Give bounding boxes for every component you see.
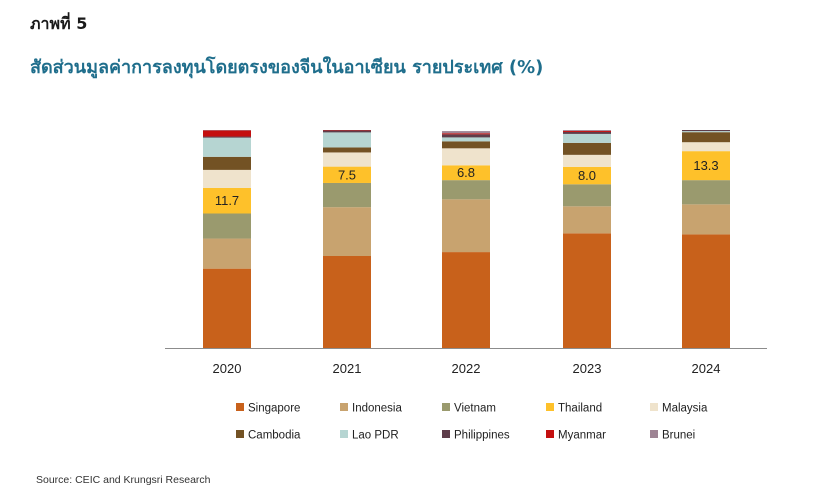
legend-label-thailand: Thailand: [558, 403, 602, 415]
bar-myanmar-2023: [563, 130, 611, 132]
bar-myanmar-2022: [442, 133, 490, 135]
data-label-thailand-2023: 8.0: [578, 168, 596, 183]
bar-myanmar-2020: [203, 130, 251, 137]
stacked-bar-chart: 2020 2021 2022 2023 2024 11.7 7.5 6.8 8.0 13.3 S…: [165, 130, 767, 442]
legend-item-brunei: Brunei: [650, 430, 695, 442]
legend-label-myanmar: Myanmar: [558, 430, 606, 442]
bar-thailand-2024: [682, 151, 730, 181]
legend-label-indonesia: Indonesia: [352, 403, 402, 415]
data-label-thailand-2020: 11.7: [215, 193, 239, 208]
x-tick-label-2020: 2020: [213, 361, 242, 376]
legend-item-cambodia: Cambodia: [236, 430, 301, 442]
bar-vietnam-2020: [203, 213, 251, 239]
bar-indonesia-2020: [203, 238, 251, 269]
legend-swatch-malaysia: [650, 403, 658, 411]
x-tick-label-2024: 2024: [692, 361, 721, 376]
legend-swatch-brunei: [650, 430, 658, 438]
bar-lao-pdr-2023: [563, 133, 611, 143]
legend-swatch-indonesia: [340, 403, 348, 411]
bars-layer: [203, 130, 730, 348]
legend-swatch-cambodia: [236, 430, 244, 438]
legend-item-thailand: Thailand: [546, 403, 602, 415]
bar-cambodia-2020: [203, 156, 251, 170]
bar-vietnam-2023: [563, 184, 611, 207]
bar-philippines-2023: [563, 131, 611, 134]
legend-label-lao-pdr: Lao PDR: [352, 430, 399, 442]
x-tick-labels: 2020 2021 2022 2023 2024: [213, 361, 721, 376]
bar-philippines-2022: [442, 134, 490, 138]
bar-vietnam-2024: [682, 180, 730, 205]
bar-indonesia-2024: [682, 204, 730, 235]
data-labels: 11.7 7.5 6.8 8.0 13.3: [215, 158, 719, 208]
legend-label-malaysia: Malaysia: [662, 403, 708, 415]
legend-item-philippines: Philippines: [442, 430, 510, 442]
bar-indonesia-2021: [323, 207, 371, 256]
legend-label-brunei: Brunei: [662, 430, 695, 442]
x-tick-label-2022: 2022: [452, 361, 481, 376]
bar-indonesia-2022: [442, 199, 490, 253]
bar-singapore-2021: [323, 256, 371, 348]
bar-singapore-2020: [203, 268, 251, 348]
legend-label-philippines: Philippines: [454, 430, 510, 442]
bar-lao-pdr-2020: [203, 137, 251, 157]
legend-swatch-thailand: [546, 403, 554, 411]
bar-thailand-2022: [442, 165, 490, 181]
bar-malaysia-2024: [682, 142, 730, 152]
legend-item-lao-pdr: Lao PDR: [340, 430, 399, 442]
figure-label: ภาพที่ 5: [30, 14, 88, 33]
legend-swatch-lao-pdr: [340, 430, 348, 438]
legend-swatch-singapore: [236, 403, 244, 411]
data-label-thailand-2022: 6.8: [457, 165, 475, 180]
bar-singapore-2022: [442, 252, 490, 348]
bar-lao-pdr-2021: [323, 132, 371, 148]
legend-item-singapore: Singapore: [236, 403, 300, 415]
bar-brunei-2023: [563, 130, 611, 131]
bar-thailand-2021: [323, 166, 371, 183]
chart-title: สัดส่วนมูลค่าการลงทุนโดยตรงของจีนในอาเซี…: [30, 57, 544, 78]
bar-singapore-2024: [682, 234, 730, 348]
legend-item-myanmar: Myanmar: [546, 430, 606, 442]
bar-malaysia-2021: [323, 152, 371, 167]
x-tick-label-2021: 2021: [333, 361, 362, 376]
bar-philippines-2020: [203, 136, 251, 138]
data-label-thailand-2024: 13.3: [693, 158, 718, 173]
data-label-thailand-2021: 7.5: [338, 167, 356, 182]
bar-thailand-2023: [563, 166, 611, 185]
bar-lao-pdr-2024: [682, 131, 730, 133]
bar-singapore-2023: [563, 233, 611, 348]
bar-thailand-2020: [203, 187, 251, 214]
bar-vietnam-2022: [442, 180, 490, 200]
legend-item-malaysia: Malaysia: [650, 403, 708, 415]
legend-swatch-myanmar: [546, 430, 554, 438]
bar-philippines-2024: [682, 130, 730, 132]
bar-malaysia-2023: [563, 154, 611, 167]
legend-label-cambodia: Cambodia: [248, 430, 301, 442]
bar-malaysia-2020: [203, 169, 251, 188]
bar-vietnam-2021: [323, 182, 371, 208]
legend: Singapore Indonesia Vietnam Thailand Malaysi…: [236, 403, 708, 442]
bar-indonesia-2023: [563, 206, 611, 234]
bar-philippines-2021: [323, 130, 371, 133]
legend-item-indonesia: Indonesia: [340, 403, 402, 415]
bar-brunei-2022: [442, 131, 490, 134]
legend-swatch-vietnam: [442, 403, 450, 411]
bar-malaysia-2022: [442, 148, 490, 166]
legend-swatch-philippines: [442, 430, 450, 438]
x-tick-label-2023: 2023: [573, 361, 602, 376]
legend-label-singapore: Singapore: [248, 403, 300, 415]
bar-lao-pdr-2022: [442, 137, 490, 142]
source-note: Source: CEIC and Krungsri Research: [36, 474, 211, 486]
bar-cambodia-2023: [563, 142, 611, 155]
bar-cambodia-2022: [442, 141, 490, 149]
legend-label-vietnam: Vietnam: [454, 403, 496, 415]
legend-item-vietnam: Vietnam: [442, 403, 496, 415]
bar-cambodia-2021: [323, 147, 371, 153]
bar-cambodia-2024: [682, 132, 730, 143]
